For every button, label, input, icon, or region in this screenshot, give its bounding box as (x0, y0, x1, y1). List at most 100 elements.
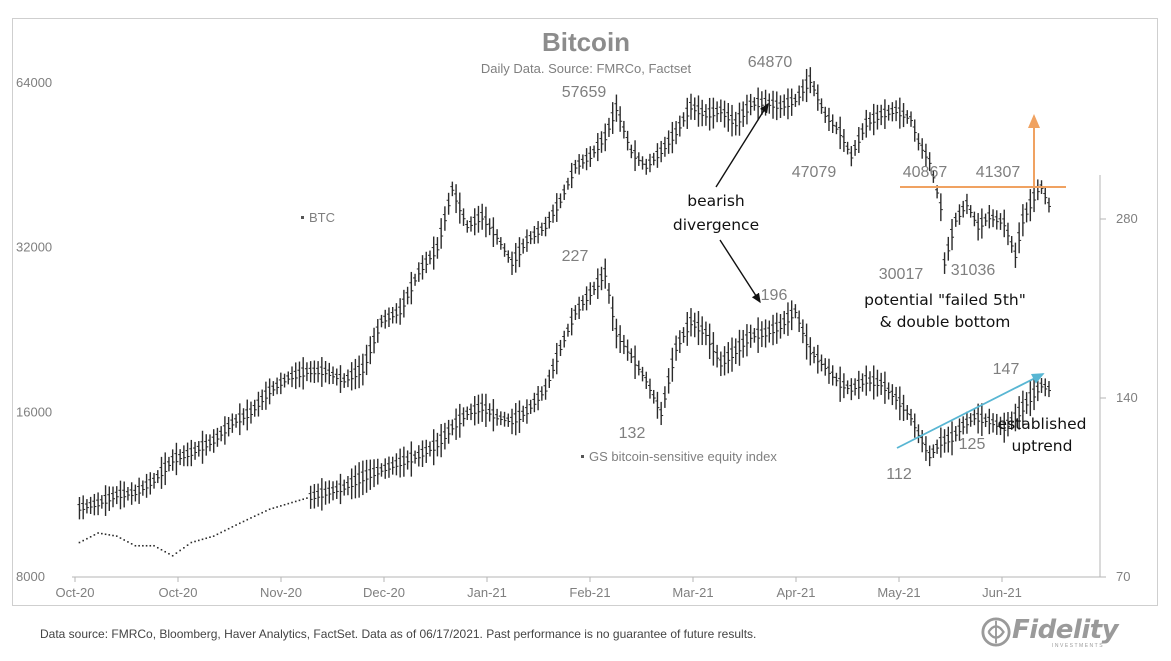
label-47079: 47079 (792, 164, 837, 181)
gs-index-bar (212, 535, 215, 537)
gs-index-bar (239, 522, 241, 525)
gs-index-bar (156, 546, 159, 549)
x-tick-label: Nov-20 (260, 585, 302, 600)
gs-index-bar (78, 541, 81, 544)
label-112: 112 (886, 466, 912, 483)
gs-index-bar (115, 535, 118, 537)
legend-gs: GS bitcoin-sensitive equity index (581, 449, 777, 464)
gs-index-bar (168, 552, 170, 555)
chart-subtitle: Daily Data. Source: FMRCo, Factset (481, 61, 692, 76)
y-left-tick-label: 32000 (16, 240, 52, 255)
x-axis: Oct-20 Oct-20 Nov-20 Dec-20 Jan-21 Feb-21 Mar-… (55, 577, 1022, 600)
gs-index-bar (283, 503, 286, 506)
x-tick-label: Jun-21 (982, 585, 1022, 600)
gs-index-bar (298, 499, 301, 502)
gs-index-bar (145, 544, 148, 547)
label-31036: 31036 (951, 262, 996, 279)
legend-btc-label: BTC (309, 210, 335, 225)
gs-index-bar (130, 543, 133, 545)
gs-index-bar (268, 508, 271, 511)
gs-index-bar (224, 529, 226, 532)
gs-index-bar (287, 502, 290, 505)
legend-gs-label: GS bitcoin-sensitive equity index (589, 449, 777, 464)
gs-index-bar (253, 515, 256, 517)
x-tick-label: May-21 (877, 585, 920, 600)
gs-index-bar (291, 501, 293, 504)
gs-index-bar (89, 536, 92, 538)
series-btc (77, 67, 1051, 520)
label-57659: 57659 (562, 84, 607, 101)
chart-frame (12, 18, 1158, 606)
fidelity-logo-subtext: INVESTMENTS (1052, 643, 1105, 649)
note-failed-1: potential "failed 5th" (864, 291, 1026, 309)
legend-btc: BTC (301, 210, 335, 225)
x-tick-label: Oct-20 (158, 585, 197, 600)
fidelity-swirl-logo-icon (981, 617, 1011, 647)
y-left-tick-label: 16000 (16, 404, 52, 419)
blue-uptrend-arrow (896, 373, 1045, 449)
gs-index-bar (265, 510, 267, 512)
gs-index-bar (108, 534, 111, 536)
gs-index-bar (149, 544, 152, 547)
gs-index-bar (164, 550, 167, 553)
gs-index-bar (171, 554, 174, 557)
gs-index-bar (242, 520, 245, 523)
gs-index-bar (261, 511, 263, 514)
chart-title: Bitcoin (542, 27, 630, 57)
gs-index-bar (175, 552, 178, 554)
gs-index-bar (280, 505, 282, 507)
gs-index-bar (127, 541, 129, 543)
note-uptrend-2: uptrend (1012, 437, 1073, 455)
y-right-axis: 70 140 280 (1100, 211, 1138, 584)
y-right-tick-label: 140 (1116, 390, 1138, 405)
gs-index-bar (186, 544, 189, 546)
label-41307: 41307 (976, 164, 1021, 181)
gs-index-bar (142, 544, 144, 547)
gs-index-bar (220, 531, 222, 534)
gs-index-bar (197, 539, 200, 542)
gs-index-bar (276, 506, 278, 508)
gs-index-bar (227, 527, 230, 530)
x-tick-label: Feb-21 (569, 585, 610, 600)
gs-index-bar (97, 532, 99, 534)
label-40867: 40867 (903, 164, 948, 181)
gs-index-bar (302, 498, 304, 501)
label-64870: 64870 (748, 54, 793, 71)
arrow-bearish-up (715, 102, 769, 188)
legend-btc-marker (301, 216, 304, 219)
note-bearish-2: divergence (673, 216, 759, 234)
y-right-tick-label: 70 (1116, 569, 1130, 584)
x-tick-label: Jan-21 (467, 585, 507, 600)
gs-index-bar (235, 524, 237, 526)
y-left-tick-label: 8000 (16, 569, 45, 584)
note-uptrend-1: established (998, 415, 1087, 433)
label-227: 227 (562, 248, 589, 265)
series-gs-index (78, 258, 1051, 557)
gs-index-bar (138, 544, 140, 547)
gs-index-bar (216, 533, 219, 536)
label-132: 132 (619, 425, 646, 442)
x-tick-label: Dec-20 (363, 585, 405, 600)
label-30017: 30017 (879, 266, 924, 283)
gs-index-bar (123, 539, 126, 541)
fidelity-logo-text: Fidelity (1012, 615, 1119, 645)
gs-index-bar (160, 548, 163, 551)
gs-index-bar (134, 544, 137, 547)
label-125: 125 (959, 436, 986, 453)
note-bearish-1: bearish (687, 192, 744, 210)
gs-index-bar (306, 497, 308, 499)
gs-index-bar (82, 539, 84, 542)
gs-index-bar (183, 547, 185, 549)
gs-index-bar (93, 534, 96, 536)
y-left-axis: 8000 16000 32000 64000 (16, 75, 52, 584)
gs-index-bar (231, 526, 234, 528)
gs-index-bar (205, 537, 208, 540)
gs-index-bar (194, 540, 196, 543)
footer-disclaimer: Data source: FMRCo, Bloomberg, Haver Ana… (40, 627, 757, 641)
gs-index-bar (272, 507, 275, 509)
y-right-tick-label: 280 (1116, 211, 1138, 226)
gs-index-bar (119, 537, 122, 539)
gs-index-bar (179, 549, 181, 552)
note-failed-2: & double bottom (880, 313, 1011, 331)
